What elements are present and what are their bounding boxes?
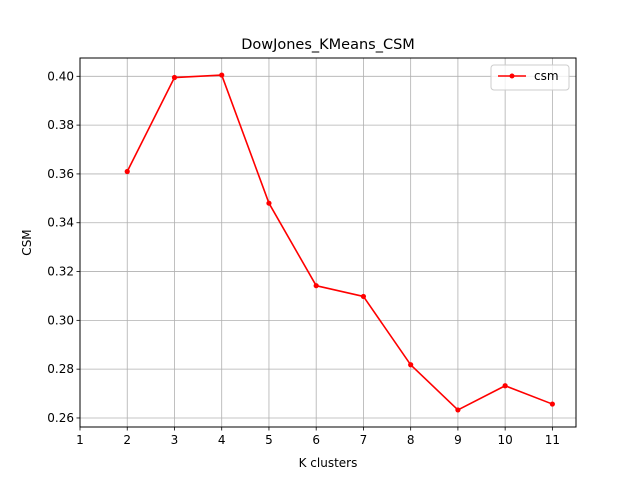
y-tick-label: 0.32 — [47, 265, 74, 279]
data-point — [549, 401, 555, 407]
data-point — [313, 283, 319, 289]
x-axis-label: K clusters — [299, 456, 358, 470]
x-tick-label: 6 — [312, 433, 320, 447]
legend: csm — [490, 64, 570, 91]
data-point — [124, 168, 130, 175]
data-point — [171, 74, 178, 81]
series-layer — [124, 72, 555, 413]
x-tick-label: 7 — [360, 433, 368, 447]
y-tick-label: 0.34 — [47, 216, 74, 230]
x-tick-label: 4 — [218, 433, 226, 447]
legend-box — [490, 64, 570, 91]
x-tick-label: 8 — [407, 433, 415, 447]
y-tick-label: 0.38 — [47, 118, 74, 132]
y-tick-label: 0.30 — [47, 313, 74, 327]
y-axis-label: CSM — [20, 229, 34, 255]
x-tick-label: 2 — [123, 433, 131, 447]
y-tick-label: 0.36 — [47, 167, 74, 181]
data-point — [266, 200, 272, 206]
x-axis-ticks: 1 2 3 4 5 6 7 8 9 10 11 — [76, 427, 560, 447]
x-tick-label: 1 — [76, 433, 84, 447]
y-tick-label: 0.26 — [47, 411, 74, 425]
x-tick-label: 3 — [171, 433, 179, 447]
x-tick-label: 9 — [454, 433, 462, 447]
y-axis-ticks: 0.26 0.28 0.30 0.32 0.34 0.36 0.38 0.40 — [47, 69, 80, 425]
data-point — [408, 362, 414, 368]
data-point — [219, 72, 225, 78]
x-tick-label: 10 — [498, 433, 513, 447]
chart-title: DowJones_KMeans_CSM — [241, 37, 415, 53]
data-point — [502, 383, 508, 389]
data-point — [455, 407, 461, 413]
legend-label-csm: csm — [534, 69, 559, 83]
data-point — [360, 293, 367, 300]
plot-frame — [79, 57, 577, 428]
legend-marker-swatch — [509, 73, 515, 79]
y-tick-label: 0.40 — [47, 69, 74, 83]
y-tick-label: 0.28 — [47, 362, 74, 376]
series-line-csm — [126, 74, 553, 411]
x-tick-label: 5 — [265, 433, 273, 447]
x-tick-label: 11 — [545, 433, 560, 447]
